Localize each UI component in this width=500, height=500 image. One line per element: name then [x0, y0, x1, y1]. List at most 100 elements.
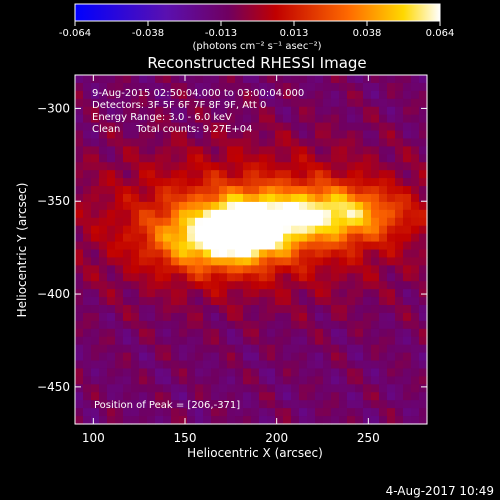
heatmap-cell — [403, 249, 412, 259]
heatmap-cell — [259, 162, 268, 171]
heatmap-cell — [331, 257, 340, 266]
heatmap-cell — [203, 384, 212, 393]
heatmap-cell — [299, 416, 308, 425]
heatmap-cell — [291, 130, 300, 140]
heatmap-cell — [195, 138, 204, 147]
heatmap-cell — [211, 416, 220, 425]
heatmap-cell — [195, 281, 204, 290]
heatmap-cell — [115, 178, 124, 187]
heatmap-cell — [379, 344, 388, 354]
heatmap-cell — [291, 344, 300, 354]
heatmap-cell — [163, 225, 172, 235]
heatmap-cell — [403, 360, 412, 370]
heatmap-cell — [187, 241, 196, 251]
heatmap-cell — [347, 289, 356, 298]
heatmap-cell — [131, 352, 140, 362]
heatmap-cell — [379, 193, 388, 203]
heatmap-cell — [147, 360, 156, 370]
heatmap-cell — [275, 75, 284, 84]
heatmap-cell — [371, 408, 380, 417]
heatmap-cell — [227, 392, 236, 401]
heatmap-cell — [371, 368, 380, 378]
heatmap-cell — [259, 336, 268, 346]
heatmap-cell — [179, 289, 188, 298]
heatmap-cell — [123, 170, 132, 179]
heatmap-cell — [219, 376, 228, 385]
heatmap-cell — [107, 209, 116, 219]
heatmap-cell — [123, 90, 132, 100]
heatmap-cell — [227, 162, 236, 171]
heatmap-cell — [307, 384, 316, 393]
heatmap-cell — [387, 241, 396, 251]
heatmap-cell — [91, 106, 100, 116]
heatmap-cell — [307, 170, 316, 179]
heatmap-cell — [339, 193, 348, 203]
heatmap-cell — [147, 352, 156, 362]
heatmap-cell — [163, 130, 172, 140]
heatmap-cell — [363, 384, 372, 393]
heatmap-cell — [171, 233, 180, 243]
heatmap-cell — [291, 297, 300, 306]
heatmap-cell — [419, 130, 428, 140]
heatmap-cell — [99, 130, 108, 140]
heatmap-cell — [283, 90, 292, 100]
heatmap-cell — [283, 178, 292, 187]
heatmap-cell — [395, 408, 404, 417]
heatmap-cell — [347, 75, 356, 84]
heatmap-cell — [179, 320, 188, 330]
heatmap-cell — [91, 352, 100, 362]
heatmap-cell — [387, 336, 396, 346]
heatmap-cell — [243, 305, 252, 314]
heatmap-cell — [299, 360, 308, 370]
heatmap-cell — [235, 368, 244, 378]
heatmap-cell — [419, 201, 428, 211]
heatmap-cell — [419, 209, 428, 219]
heatmap-cell — [243, 146, 252, 155]
heatmap-cell — [299, 241, 308, 251]
heatmap-cell — [235, 82, 244, 92]
heatmap-cell — [75, 90, 84, 100]
heatmap-cell — [139, 106, 148, 116]
heatmap-cell — [171, 201, 180, 211]
heatmap-cell — [259, 265, 268, 274]
heatmap-cell — [99, 416, 108, 425]
heatmap-cell — [259, 328, 268, 338]
heatmap-cell — [387, 90, 396, 100]
heatmap-cell — [347, 186, 356, 195]
heatmap-cell — [259, 186, 268, 195]
heatmap-cell — [243, 90, 252, 100]
heatmap-cell — [339, 281, 348, 290]
heatmap-cell — [99, 320, 108, 330]
heatmap-cell — [251, 368, 260, 378]
heatmap-cell — [75, 392, 84, 401]
heatmap-cell — [83, 344, 92, 354]
heatmap-cell — [323, 146, 332, 155]
heatmap-cell — [91, 178, 100, 187]
heatmap-cell — [323, 130, 332, 140]
heatmap-cell — [163, 257, 172, 266]
heatmap-cell — [323, 416, 332, 425]
heatmap-cell — [155, 400, 164, 409]
heatmap-cell — [211, 154, 220, 163]
heatmap-cell — [219, 336, 228, 346]
heatmap-cell — [347, 233, 356, 243]
heatmap-cell — [75, 352, 84, 362]
heatmap-cell — [395, 368, 404, 378]
heatmap-cell — [283, 170, 292, 179]
heatmap-cell — [307, 360, 316, 370]
heatmap-cell — [331, 122, 340, 132]
heatmap-cell — [331, 154, 340, 163]
heatmap-cell — [91, 289, 100, 298]
heatmap-cell — [75, 400, 84, 409]
heatmap-cell — [211, 170, 220, 179]
heatmap-cell — [283, 273, 292, 282]
heatmap-cell — [203, 114, 212, 124]
heatmap-cell — [411, 297, 420, 306]
heatmap-cell — [323, 162, 332, 171]
heatmap-cell — [379, 352, 388, 362]
heatmap-cell — [347, 249, 356, 259]
heatmap-cell — [419, 360, 428, 370]
heatmap-cell — [411, 281, 420, 290]
heatmap-cell — [75, 106, 84, 116]
y-tick-label: −300 — [37, 101, 70, 115]
